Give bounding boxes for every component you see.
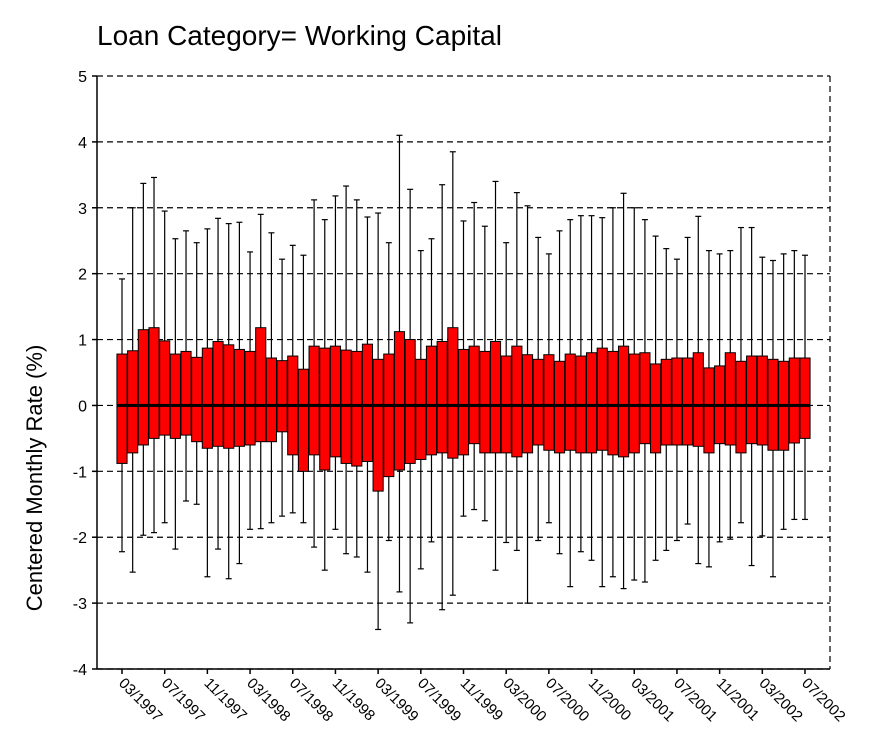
box bbox=[436, 341, 448, 454]
box bbox=[255, 327, 267, 443]
box bbox=[223, 344, 235, 449]
box bbox=[799, 357, 811, 439]
x-tick-label: 11/2000 bbox=[585, 675, 635, 725]
box bbox=[393, 331, 406, 471]
box bbox=[479, 350, 491, 454]
box bbox=[457, 348, 470, 456]
box bbox=[191, 356, 203, 443]
x-tick-label: 03/1997 bbox=[115, 675, 165, 725]
x-tick-label: 03/1998 bbox=[243, 675, 293, 725]
box bbox=[788, 357, 800, 444]
x-tick-label: 07/2000 bbox=[542, 675, 592, 725]
y-tick-label: -1 bbox=[73, 464, 87, 481]
box bbox=[425, 345, 438, 456]
box bbox=[297, 368, 309, 472]
x-tick-label: 07/1998 bbox=[286, 675, 336, 725]
box bbox=[511, 345, 523, 458]
x-tick-label: 07/1997 bbox=[158, 675, 208, 725]
box bbox=[671, 357, 683, 446]
box bbox=[735, 360, 747, 454]
y-tick-label: 2 bbox=[78, 267, 87, 284]
box bbox=[415, 358, 427, 460]
box bbox=[703, 367, 715, 454]
box bbox=[127, 350, 139, 454]
x-tick-label: 03/1999 bbox=[371, 675, 421, 725]
box bbox=[468, 345, 480, 445]
box bbox=[532, 358, 544, 446]
box bbox=[351, 350, 363, 467]
box bbox=[585, 352, 598, 454]
y-tick-label: 3 bbox=[78, 201, 87, 218]
x-tick-label: 07/2001 bbox=[670, 675, 720, 725]
box bbox=[308, 345, 320, 456]
box bbox=[628, 353, 640, 454]
x-tick-label: 11/1997 bbox=[201, 675, 251, 725]
box bbox=[265, 357, 277, 443]
box bbox=[404, 339, 416, 464]
box bbox=[244, 350, 256, 446]
y-tick-label: 5 bbox=[78, 69, 87, 86]
y-tick-label: -2 bbox=[73, 530, 87, 547]
box bbox=[756, 355, 768, 446]
box bbox=[201, 347, 213, 449]
x-tick-label: 03/2000 bbox=[499, 675, 549, 725]
box bbox=[724, 352, 736, 446]
box bbox=[618, 345, 630, 458]
x-tick-label: 07/2002 bbox=[798, 675, 848, 725]
x-tick-label: 03/2001 bbox=[627, 675, 677, 725]
box bbox=[329, 345, 342, 458]
box bbox=[489, 341, 502, 454]
box bbox=[543, 354, 555, 451]
box bbox=[159, 340, 171, 436]
box bbox=[233, 348, 245, 447]
box bbox=[553, 360, 566, 454]
box bbox=[607, 350, 619, 456]
y-tick-label: 1 bbox=[78, 333, 87, 350]
box bbox=[692, 352, 704, 447]
box bbox=[180, 350, 192, 436]
box bbox=[660, 358, 672, 446]
x-tick-label: 11/2001 bbox=[713, 675, 763, 725]
box bbox=[169, 353, 181, 439]
x-tick-label: 07/1999 bbox=[414, 675, 464, 725]
box bbox=[521, 354, 534, 454]
box bbox=[319, 347, 331, 471]
box bbox=[361, 343, 374, 462]
box bbox=[116, 353, 128, 464]
box bbox=[148, 327, 160, 439]
x-tick-label: 11/1999 bbox=[457, 675, 507, 725]
box bbox=[383, 353, 395, 478]
box bbox=[276, 360, 288, 433]
box bbox=[639, 352, 651, 445]
y-tick-label: -3 bbox=[73, 596, 87, 613]
y-tick-label: 4 bbox=[78, 135, 87, 152]
y-axis-label: Centered Monthly Rate (%) bbox=[22, 345, 47, 612]
y-tick-label: -4 bbox=[73, 662, 87, 679]
box bbox=[372, 358, 384, 492]
box bbox=[682, 357, 694, 446]
box bbox=[564, 353, 576, 451]
box bbox=[746, 355, 758, 445]
box bbox=[650, 363, 662, 454]
x-tick-label: 11/1998 bbox=[329, 675, 379, 725]
box bbox=[137, 329, 149, 446]
chart-title: Loan Category= Working Capital bbox=[97, 20, 502, 51]
box bbox=[596, 347, 608, 451]
box bbox=[447, 327, 459, 459]
y-tick-label: 0 bbox=[78, 398, 87, 415]
x-tick-label: 03/2002 bbox=[755, 675, 805, 725]
box bbox=[212, 341, 224, 447]
